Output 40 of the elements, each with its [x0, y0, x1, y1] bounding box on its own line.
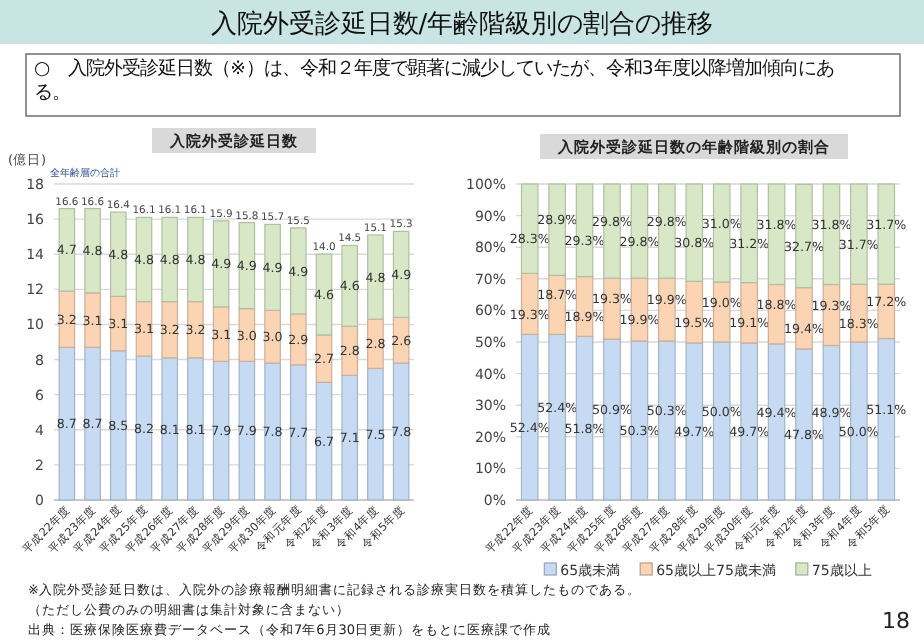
- bar: [109, 295, 127, 352]
- bar: [212, 220, 230, 308]
- bar: [187, 301, 204, 359]
- bar: [341, 374, 359, 501]
- bar: [238, 308, 256, 362]
- bar: [238, 222, 256, 310]
- bar: [392, 230, 410, 319]
- bar: [315, 381, 333, 501]
- bar: [341, 244, 359, 327]
- bar: [109, 350, 127, 501]
- bar: [264, 223, 281, 311]
- bar: [58, 207, 76, 292]
- bar: [84, 346, 101, 501]
- bar: [187, 357, 204, 501]
- bar: [367, 367, 384, 501]
- bar: [212, 360, 230, 501]
- text: 入院外受診延日数/年齢階級別の割合の推移: [210, 10, 714, 40]
- bar: [84, 292, 101, 348]
- bar: [109, 211, 127, 297]
- bar: [289, 364, 307, 501]
- bar: [315, 253, 333, 336]
- bar: [58, 346, 76, 501]
- bar: [367, 234, 384, 320]
- bar: [84, 207, 101, 294]
- bar: [187, 216, 204, 303]
- bar: [392, 362, 410, 501]
- bar: [161, 301, 179, 359]
- bar: [161, 357, 179, 501]
- bar: [135, 355, 153, 501]
- bar: [289, 227, 307, 315]
- bar: [212, 306, 230, 362]
- bar: [58, 290, 76, 348]
- bar: [264, 362, 281, 501]
- bar: [238, 360, 256, 501]
- bar: [135, 216, 153, 303]
- text: ○ 入院外受診延日数（※）は、令和２年度で顕著に減少していたが、令和3年度以降増加傾向にある。: [32, 58, 836, 106]
- text: 18: [882, 608, 910, 634]
- bar: [161, 216, 179, 303]
- bar: [392, 316, 410, 364]
- bar: [264, 309, 281, 364]
